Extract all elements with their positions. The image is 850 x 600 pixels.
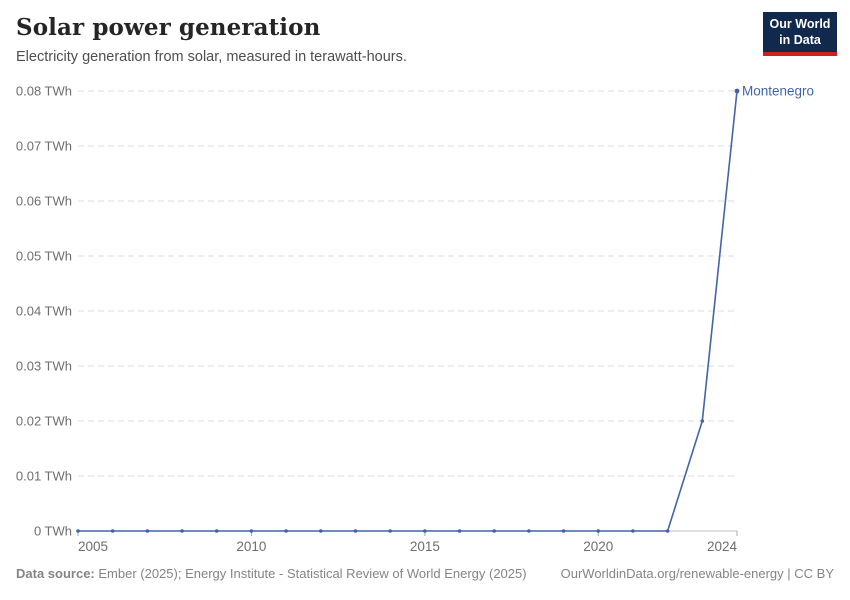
data-point[interactable] [561,529,566,533]
data-point[interactable] [180,529,184,533]
entity-label[interactable]: Montenegro [742,84,814,99]
x-tick-label: 2005 [78,539,108,554]
chart-subtitle: Electricity generation from solar, measu… [16,49,407,65]
owid-logo-line1: Our World [769,17,831,31]
y-tick-label: 0.08 TWh [16,84,72,99]
data-point[interactable] [492,529,497,533]
data-point[interactable] [665,529,670,533]
owid-logo: Our World in Data [763,12,837,57]
data-point[interactable] [353,529,358,533]
x-tick-label: 2010 [236,539,266,554]
data-point[interactable] [249,529,254,533]
chart-header: Solar power generation Electricity gener… [16,14,750,65]
data-point[interactable] [527,529,531,533]
data-point[interactable] [388,529,392,533]
chart-plot-area[interactable] [78,81,737,531]
y-tick-label: 0.04 TWh [16,304,72,319]
data-point[interactable] [700,419,705,423]
data-source-label: Data source: [16,566,95,581]
data-point[interactable] [596,529,601,533]
data-line[interactable] [77,90,738,532]
x-tick-label: 2024 [707,539,738,554]
data-point[interactable] [457,529,462,533]
data-point[interactable] [145,529,150,533]
data-point[interactable] [284,529,288,533]
y-tick-label: 0.06 TWh [16,194,72,209]
y-tick-label: 0.02 TWh [16,414,72,429]
owid-url-license[interactable]: OurWorldinData.org/renewable-energy | CC… [560,566,834,581]
y-tick-label: 0.03 TWh [16,359,72,374]
data-point[interactable] [214,529,219,533]
chart-footer: Data source: Ember (2025); Energy Instit… [16,566,834,581]
data-source-text: Ember (2025); Energy Institute - Statist… [94,566,527,581]
y-tick-label: 0 TWh [34,524,72,539]
data-point[interactable] [110,529,115,533]
y-tick-label: 0.01 TWh [16,469,72,484]
y-tick-label: 0.05 TWh [16,249,72,264]
owid-logo-line2: in Data [779,32,821,47]
page-title: Solar power generation [16,14,321,41]
data-point[interactable] [76,529,80,533]
x-tick-label: 2015 [410,539,440,554]
data-source-note: Data source: Ember (2025); Energy Instit… [16,566,527,581]
data-point[interactable] [423,529,427,533]
x-tick-label: 2020 [583,539,613,554]
y-tick-label: 0.07 TWh [16,139,72,154]
data-point[interactable] [631,529,635,533]
data-point[interactable] [734,88,740,94]
data-point[interactable] [318,529,323,533]
